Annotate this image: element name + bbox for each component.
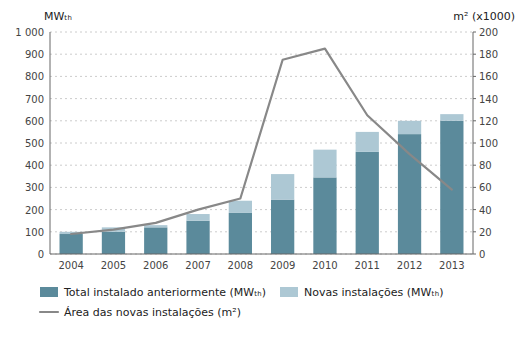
- x-tick-label: 2010: [312, 260, 337, 271]
- y-tick-label: 300: [25, 182, 44, 193]
- legend-swatch: [40, 311, 58, 313]
- y-axis: [50, 32, 51, 254]
- y2-tick-label: 180: [479, 49, 498, 60]
- x-tick-label: 2006: [143, 260, 168, 271]
- y2-tick-label: 40: [479, 205, 492, 216]
- bar: [271, 200, 294, 254]
- y2-tick-label: 160: [479, 71, 498, 82]
- x-axis: [50, 254, 473, 255]
- bar: [60, 234, 83, 254]
- y2-axis-label: m² (x1000): [453, 10, 515, 23]
- y2-tick-label: 200: [479, 27, 498, 38]
- bar: [102, 232, 125, 254]
- y2-tick-label: 100: [479, 138, 498, 149]
- bar: [313, 177, 336, 254]
- y-tick-label: 900: [25, 49, 44, 60]
- legend: Total instalado anteriormente (MWₜₕ) Nova…: [40, 286, 443, 319]
- grid-line: [50, 54, 473, 55]
- grid-line: [50, 76, 473, 77]
- y-tick-label: 800: [25, 71, 44, 82]
- grid: [50, 32, 473, 254]
- y-tick-label: 400: [25, 160, 44, 171]
- legend-label: Área das novas instalações (m²): [64, 306, 241, 319]
- bar: [229, 201, 252, 213]
- y2-tick-label: 80: [479, 160, 492, 171]
- chart: 0 100 200 300 400 500 600 700 800 900 1 000 0 20 40 60…: [0, 0, 523, 342]
- grid-line: [50, 98, 473, 99]
- bar: [229, 213, 252, 254]
- y-tick-label: 600: [25, 116, 44, 127]
- bar: [398, 121, 421, 134]
- x-tick-label: 2012: [397, 260, 422, 271]
- bar: [144, 227, 167, 254]
- y2-tick-label: 0: [479, 249, 485, 260]
- x-tick-label: 2011: [355, 260, 380, 271]
- bar: [313, 150, 336, 178]
- legend-swatch: [40, 287, 58, 297]
- y-axis-label: MWₜₕ: [44, 10, 72, 23]
- y2-tick-label: 140: [479, 94, 498, 105]
- x-tick-label: 2009: [270, 260, 295, 271]
- bar: [271, 174, 294, 200]
- bar: [186, 221, 209, 254]
- grid-line: [50, 254, 473, 255]
- bar: [356, 132, 379, 152]
- bar: [356, 152, 379, 254]
- x-tick-label: 2004: [58, 260, 83, 271]
- y-tick-label: 500: [25, 138, 44, 149]
- legend-label: Novas instalações (MWₜₕ): [304, 286, 443, 299]
- line: [71, 49, 452, 234]
- y-tick-label: 100: [25, 227, 44, 238]
- y2-tick-label: 120: [479, 116, 498, 127]
- bar: [440, 121, 463, 254]
- bar: [398, 134, 421, 254]
- y-tick-label: 200: [25, 205, 44, 216]
- bar: [186, 214, 209, 221]
- y-tick-label: 700: [25, 94, 44, 105]
- x-tick-label: 2013: [439, 260, 464, 271]
- bar: [440, 114, 463, 121]
- plot-area: [60, 49, 464, 254]
- y-tick-label: 1 000: [15, 27, 44, 38]
- bar: [144, 225, 167, 227]
- legend-swatch: [280, 287, 298, 297]
- grid-line: [50, 32, 473, 33]
- y2-axis: [473, 32, 474, 254]
- y2-tick-label: 20: [479, 227, 492, 238]
- x-tick-label: 2007: [185, 260, 210, 271]
- x-tick-label: 2005: [101, 260, 126, 271]
- x-tick-label: 2008: [228, 260, 253, 271]
- y2-tick-label: 60: [479, 182, 492, 193]
- legend-label: Total instalado anteriormente (MWₜₕ): [63, 286, 266, 299]
- y-tick-label: 0: [38, 249, 44, 260]
